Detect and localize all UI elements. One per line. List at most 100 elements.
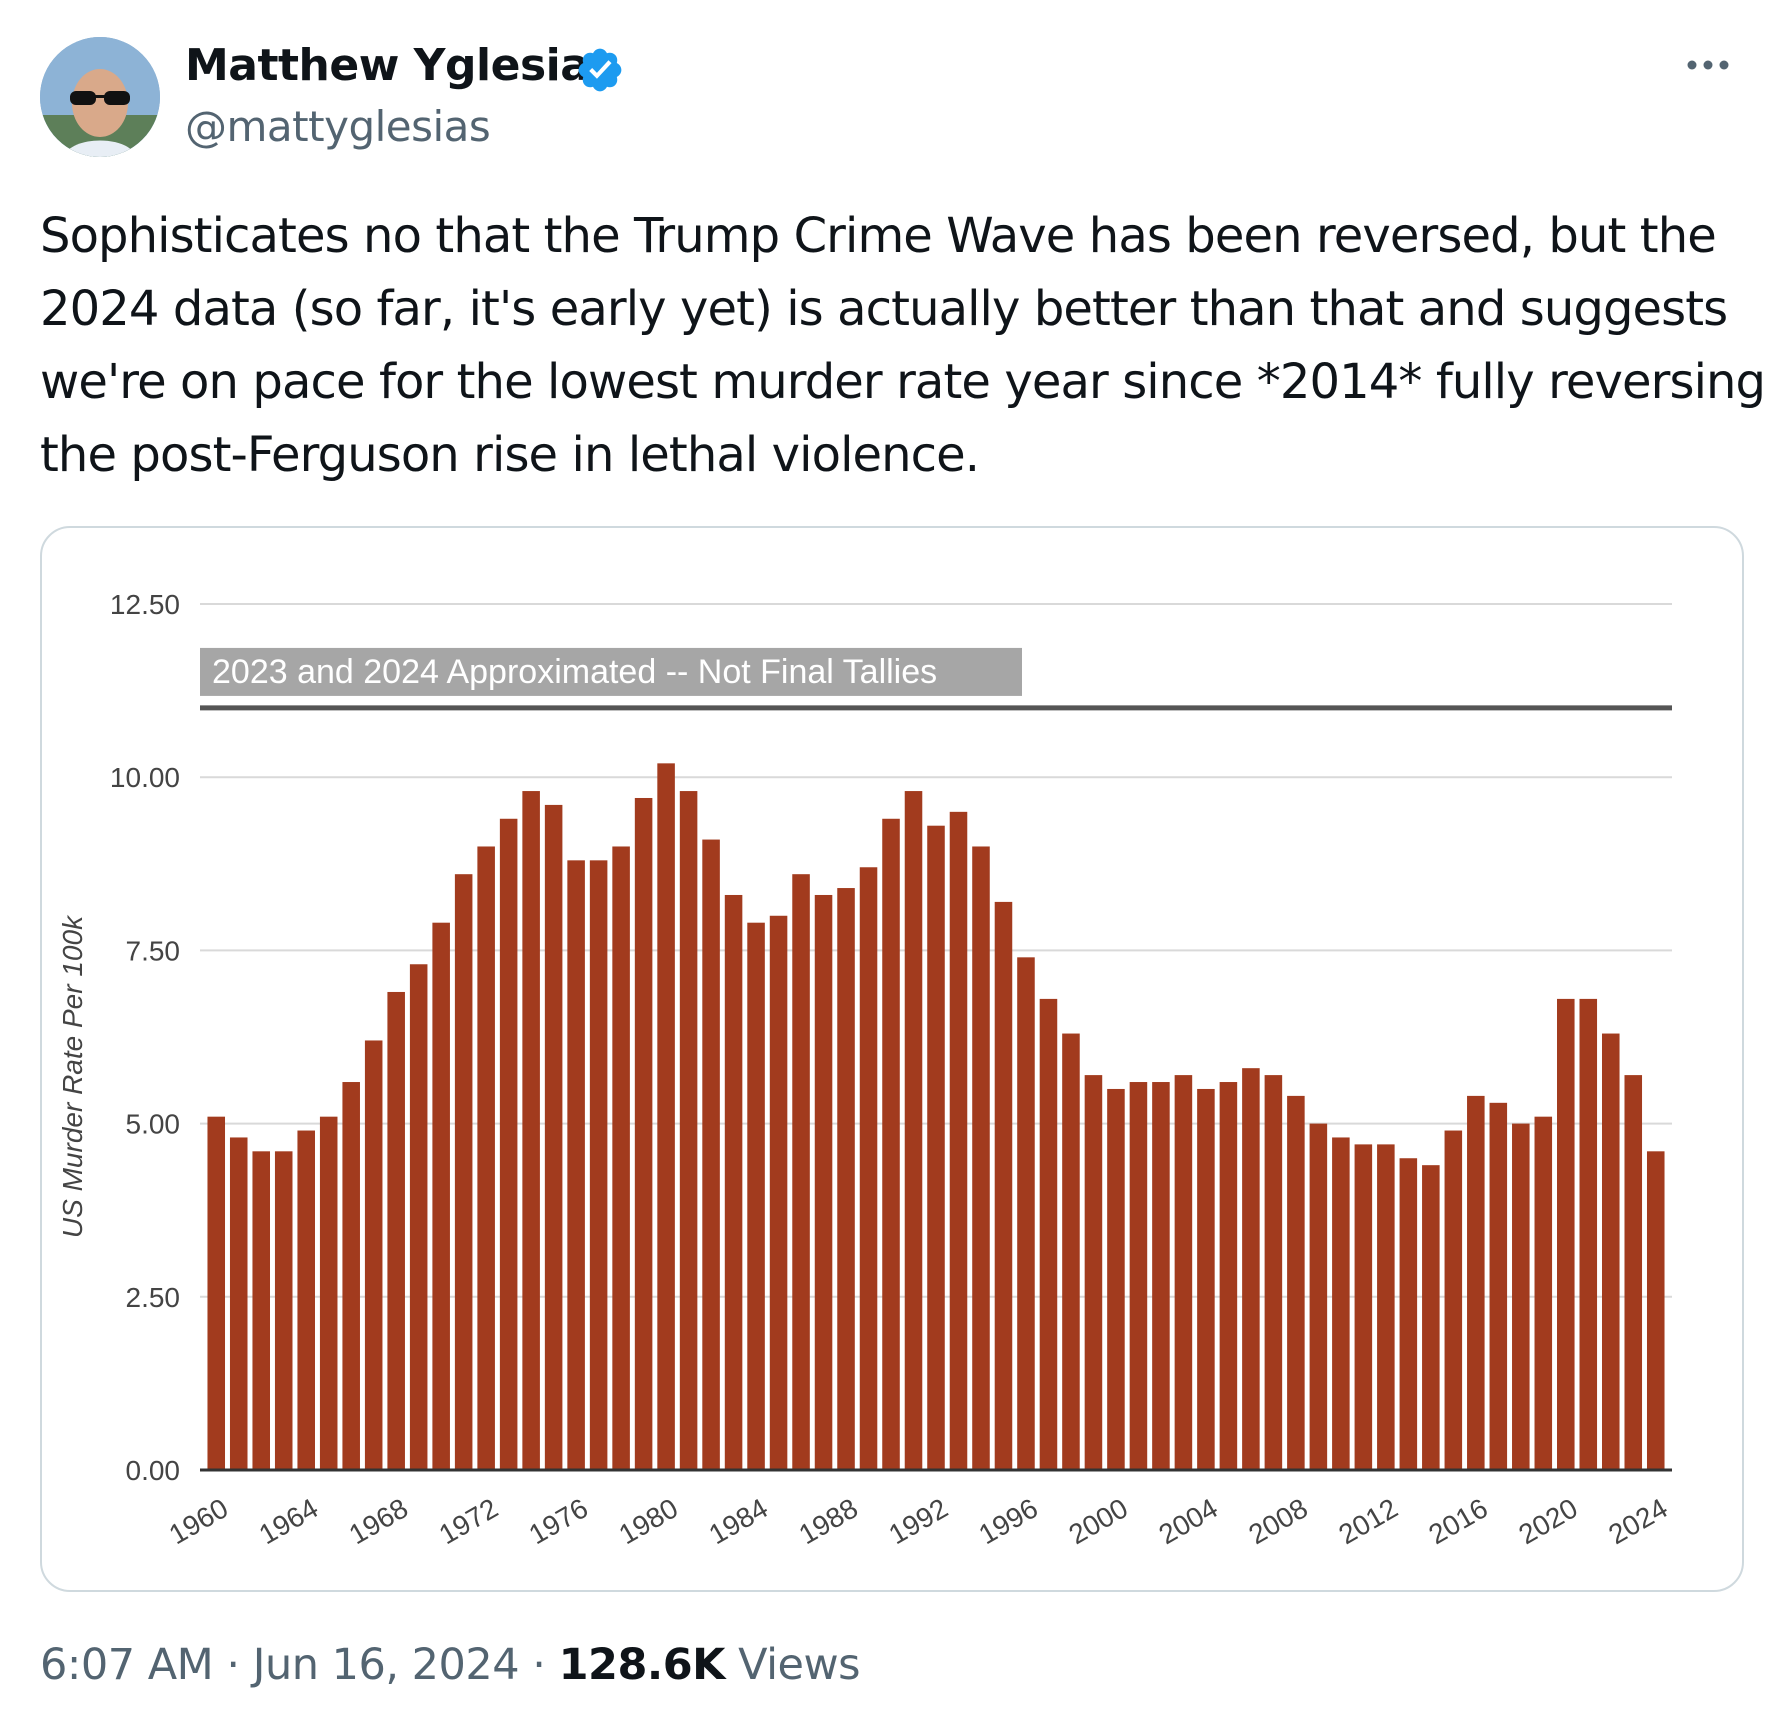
bar bbox=[1174, 1075, 1193, 1470]
bar bbox=[1512, 1123, 1530, 1470]
bar bbox=[409, 964, 428, 1470]
bar bbox=[1242, 1068, 1260, 1470]
bar bbox=[567, 860, 585, 1470]
bar bbox=[1197, 1088, 1215, 1470]
views-count: 128.6K bbox=[558, 1640, 726, 1690]
x-tick-label: 2016 bbox=[1423, 1492, 1492, 1550]
bar bbox=[634, 797, 653, 1470]
y-tick-label: 2.50 bbox=[126, 1282, 181, 1313]
x-tick-label: 2008 bbox=[1243, 1492, 1312, 1550]
y-axis-label: US Murder Rate Per 100k bbox=[57, 914, 88, 1238]
bar bbox=[477, 846, 495, 1470]
x-tick-label: 1976 bbox=[524, 1492, 593, 1550]
bar bbox=[1062, 1033, 1080, 1470]
x-tick-label: 1992 bbox=[884, 1492, 953, 1550]
x-tick-label: 1996 bbox=[974, 1492, 1043, 1550]
bar bbox=[229, 1137, 248, 1470]
annotation-box bbox=[200, 647, 1022, 696]
x-tick-label: 1984 bbox=[704, 1492, 773, 1550]
bar bbox=[747, 922, 765, 1470]
bar bbox=[1579, 998, 1598, 1470]
tweet-text-line: Sophisticates no that the Trump Crime Wa… bbox=[40, 208, 1717, 264]
x-tick-label: 1980 bbox=[614, 1492, 683, 1550]
bar bbox=[522, 791, 540, 1470]
chart-image[interactable]: 0.00 2.50 5.00 7.50 10.00 12.50 2023 and 2024 … bbox=[40, 526, 1744, 1592]
x-tick-label: 2004 bbox=[1153, 1492, 1222, 1550]
bar bbox=[1332, 1137, 1350, 1470]
meta-separator: · bbox=[532, 1640, 546, 1690]
bar bbox=[972, 846, 990, 1470]
bar bbox=[837, 888, 855, 1470]
bar bbox=[1264, 1075, 1283, 1470]
bar bbox=[1557, 998, 1575, 1470]
bar bbox=[1601, 1033, 1620, 1470]
avatar[interactable] bbox=[40, 37, 160, 157]
verified-badge-icon bbox=[578, 48, 622, 92]
bar bbox=[1377, 1144, 1395, 1470]
y-tick-label: 0.00 bbox=[126, 1455, 181, 1486]
bar bbox=[949, 811, 968, 1470]
x-tick-label: 2000 bbox=[1063, 1492, 1132, 1550]
tweet-date[interactable]: Jun 16, 2024 bbox=[252, 1640, 520, 1690]
bar bbox=[994, 901, 1013, 1470]
bar bbox=[612, 846, 630, 1470]
bar bbox=[1309, 1123, 1328, 1470]
bar bbox=[1354, 1144, 1373, 1470]
bar bbox=[454, 874, 473, 1470]
bar bbox=[1287, 1095, 1305, 1470]
bar bbox=[1017, 957, 1035, 1470]
tweet-time[interactable]: 6:07 AM bbox=[40, 1640, 214, 1690]
tweet-text-line: the post-Ferguson rise in lethal violenc… bbox=[40, 427, 980, 483]
bar bbox=[769, 915, 788, 1470]
tweet-text-line: 2024 data (so far, it's early yet) is ac… bbox=[40, 281, 1728, 337]
x-tick-label: 1972 bbox=[434, 1492, 503, 1550]
y-tick-label: 5.00 bbox=[126, 1109, 181, 1140]
bar bbox=[724, 894, 743, 1470]
x-tick-label: 2024 bbox=[1603, 1492, 1672, 1550]
murder-rate-bar-chart: 0.00 2.50 5.00 7.50 10.00 12.50 2023 and 2024 … bbox=[57, 589, 1673, 1550]
bar bbox=[364, 1040, 383, 1470]
bar bbox=[207, 1116, 226, 1470]
bar bbox=[499, 818, 518, 1470]
tweet-text: Sophisticates no that the Trump Crime Wa… bbox=[40, 200, 1766, 492]
meta-separator: · bbox=[226, 1640, 240, 1690]
bar bbox=[589, 860, 608, 1470]
bar bbox=[882, 818, 900, 1470]
x-tick-label: 2012 bbox=[1333, 1492, 1402, 1550]
bar bbox=[1399, 1158, 1418, 1470]
profile-photo-icon bbox=[40, 37, 160, 157]
bar bbox=[1467, 1095, 1485, 1470]
bar bbox=[657, 763, 675, 1470]
bar bbox=[702, 839, 720, 1470]
bar bbox=[1646, 1151, 1665, 1470]
bar bbox=[1107, 1088, 1125, 1470]
views-label: Views bbox=[738, 1640, 861, 1690]
y-tick-label: 7.50 bbox=[126, 935, 181, 966]
y-tick-label: 10.00 bbox=[110, 762, 180, 793]
x-tick-label: 1968 bbox=[344, 1492, 413, 1550]
annotation-label: 2023 and 2024 Approximated -- Not Final … bbox=[212, 653, 937, 691]
author-name[interactable]: Matthew Yglesias bbox=[185, 40, 616, 91]
bar bbox=[1129, 1082, 1148, 1470]
bar bbox=[319, 1116, 338, 1470]
bar bbox=[274, 1151, 293, 1470]
bar bbox=[792, 874, 810, 1470]
bar bbox=[904, 791, 923, 1470]
bar bbox=[252, 1151, 271, 1470]
bar bbox=[1219, 1082, 1238, 1470]
bar bbox=[1084, 1075, 1103, 1470]
more-options-icon[interactable] bbox=[1678, 40, 1738, 90]
x-tick-label: 2020 bbox=[1513, 1492, 1582, 1550]
bar bbox=[387, 991, 405, 1470]
bar bbox=[679, 791, 698, 1470]
bar bbox=[1039, 998, 1058, 1470]
bar bbox=[1422, 1165, 1440, 1470]
x-tick-label: 1964 bbox=[254, 1492, 323, 1550]
bar bbox=[1489, 1102, 1508, 1470]
y-tick-label: 12.50 bbox=[110, 589, 180, 620]
bar bbox=[814, 894, 833, 1470]
tweet-text-line: we're on pace for the lowest murder rate… bbox=[40, 354, 1766, 410]
x-tick-label: 1960 bbox=[164, 1492, 233, 1550]
author-handle[interactable]: @mattyglesias bbox=[185, 102, 491, 151]
bar bbox=[432, 922, 450, 1470]
